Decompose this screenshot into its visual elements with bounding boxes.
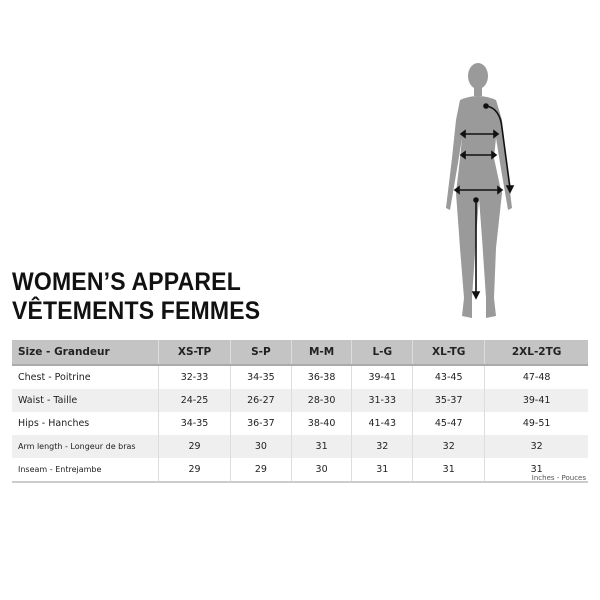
units-note: Inches - Pouces <box>531 474 586 482</box>
cell-value: 28-30 <box>290 389 352 412</box>
body-measurement-figure <box>446 63 515 318</box>
row-label: Hips - Hanches <box>18 418 90 429</box>
cell-value: 39-41 <box>351 365 413 389</box>
cell-value: 29 <box>157 458 231 483</box>
cell-value: 43-45 <box>412 365 485 389</box>
header-s: S-P <box>230 340 292 366</box>
row-label: Waist - Taille <box>12 389 159 412</box>
cell-value: 24-25 <box>157 389 231 412</box>
cell-value: 26-27 <box>230 389 292 412</box>
cell-value: 36-37 <box>230 412 292 435</box>
title-english: WOMEN’S APPAREL <box>12 268 241 296</box>
cell-value: 32 <box>412 435 485 458</box>
header-l: L-G <box>351 340 413 366</box>
title-french: VÊTEMENTS FEMMES <box>12 297 261 325</box>
measure-lines <box>453 103 515 300</box>
cell-value: 45-47 <box>412 412 485 435</box>
cell-value: 34-35 <box>157 412 231 435</box>
table-row: Arm length - Longeur de bras 29 30 31 32 32 32 <box>12 435 588 458</box>
cell-value: 32 <box>351 435 413 458</box>
cell-value: 41-43 <box>351 412 413 435</box>
header-size: Size - Grandeur <box>12 340 159 366</box>
table-row: Hips - Hanches 34-35 36-37 38-40 41-43 45-47 4… <box>12 412 588 435</box>
cell-value: 47-48 <box>484 365 588 389</box>
cell-value: 29 <box>230 458 292 483</box>
header-2xl: 2XL-2TG <box>484 340 588 366</box>
table-row: Inseam - Entrejambe 29 29 30 31 31 31 <box>12 458 588 483</box>
cell-value: 49-51 <box>484 412 588 435</box>
cell-value: 31-33 <box>351 389 413 412</box>
cell-value: 39-41 <box>484 389 588 412</box>
row-label: Arm length - Longeur de bras <box>12 435 159 458</box>
cell-value: 38-40 <box>290 412 352 435</box>
cell-value: 31 <box>290 435 352 458</box>
row-label: Inseam - Entrejambe <box>12 458 159 483</box>
size-chart-table: Size - Grandeur XS-TP S-P M-M L-G XL-TG … <box>12 340 588 483</box>
cell-value: 36-38 <box>290 365 352 389</box>
header-xl: XL-TG <box>412 340 485 366</box>
table-row: Chest - Poitrine 32-33 34-35 36-38 39-41 43-4… <box>12 365 588 389</box>
cell-value: 31 <box>351 458 413 483</box>
cell-value: 30 <box>230 435 292 458</box>
cell-value: 32 <box>484 435 588 458</box>
header-xs: XS-TP <box>157 340 231 366</box>
cell-value: 34-35 <box>230 365 292 389</box>
cell-value: 31 <box>484 458 588 483</box>
cell-value: 31 <box>412 458 485 483</box>
table-header-row: Size - Grandeur XS-TP S-P M-M L-G XL-TG … <box>12 340 588 366</box>
table-row: Waist - Taille 24-25 26-27 28-30 31-33 35-37 3… <box>12 389 588 412</box>
woman-silhouette <box>446 63 512 318</box>
header-m: M-M <box>290 340 352 366</box>
cell-value: 30 <box>290 458 352 483</box>
cell-value: 35-37 <box>412 389 485 412</box>
cell-value: 32-33 <box>157 365 231 389</box>
cell-value: 29 <box>157 435 231 458</box>
row-label: Chest - Poitrine <box>18 372 91 383</box>
